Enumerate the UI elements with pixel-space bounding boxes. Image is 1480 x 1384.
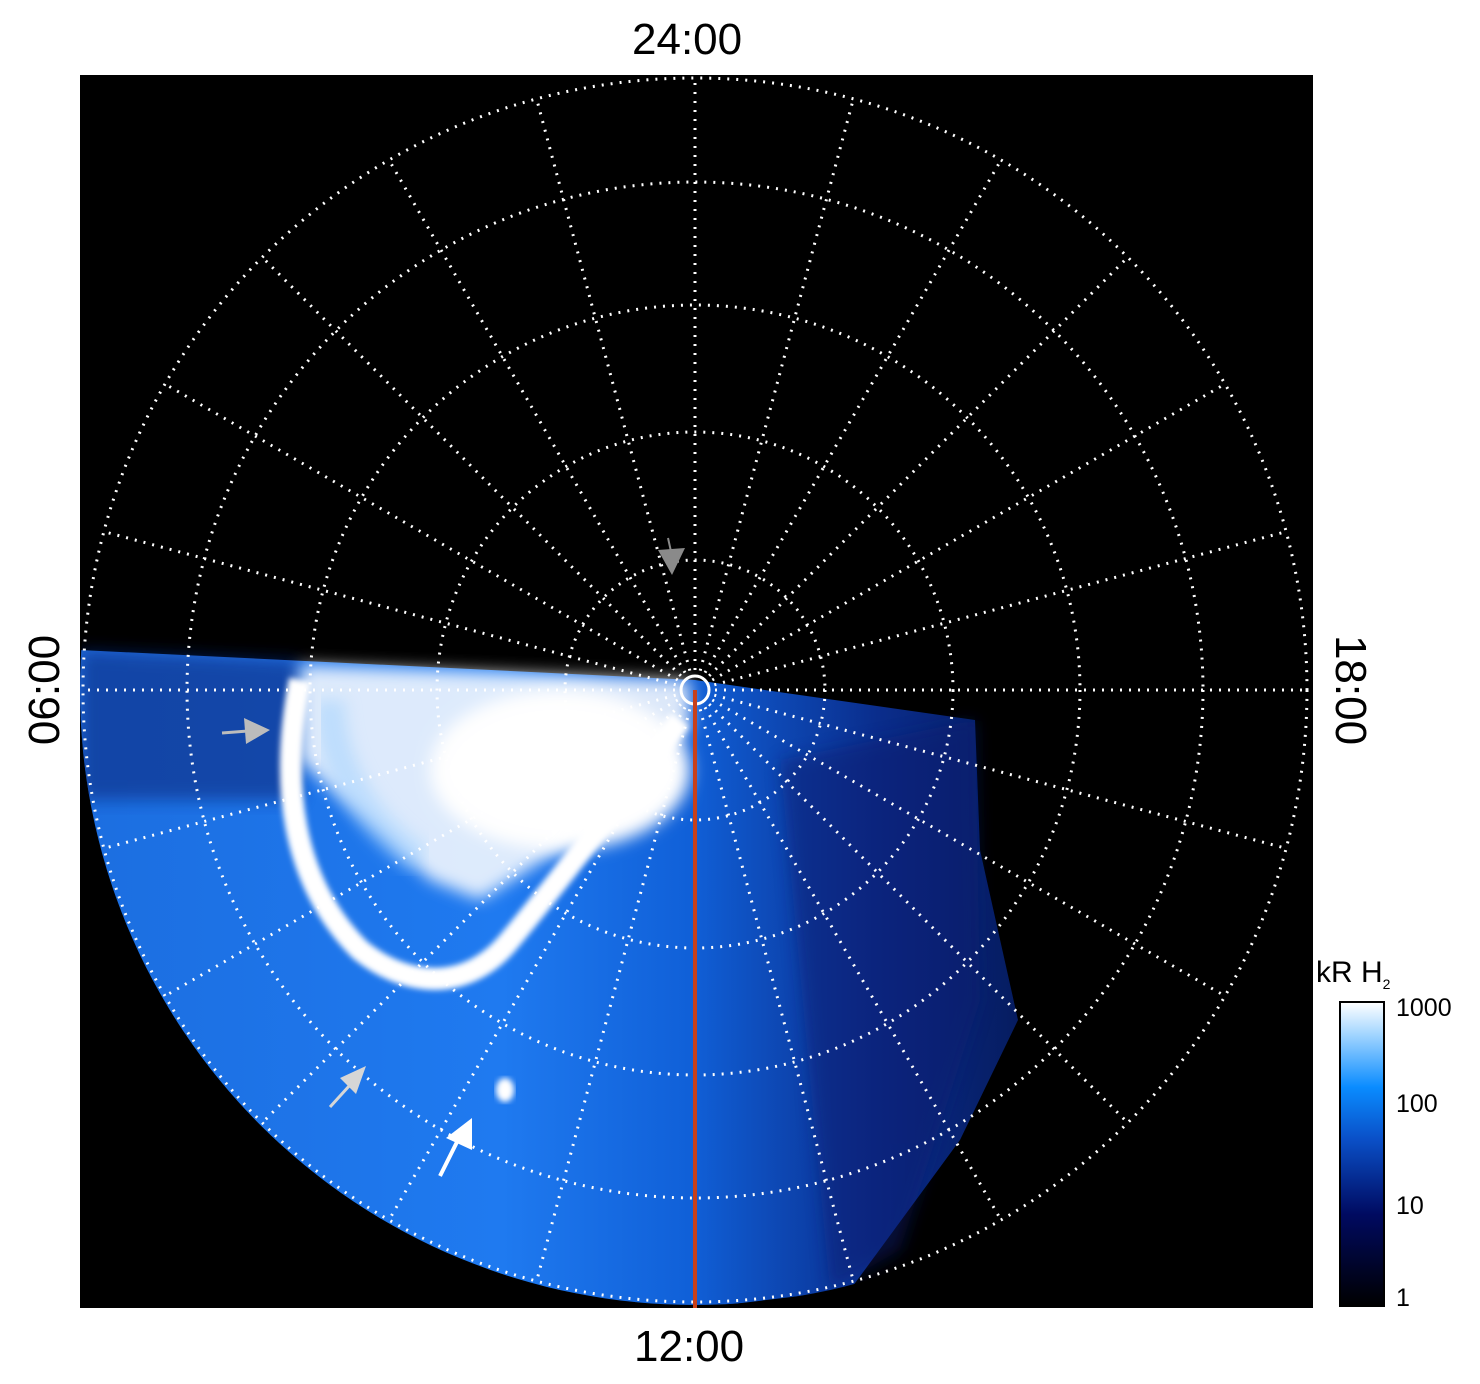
colorbar-tick: 10 (1396, 1192, 1424, 1220)
colorbar-unit-subscript: 2 (1382, 976, 1391, 992)
colorbar-title: kR H2 (1316, 956, 1390, 992)
colorbar (1339, 1001, 1385, 1307)
arrow-icon (438, 1118, 472, 1177)
arrow-icon (221, 718, 270, 744)
colorbar-tick: 100 (1396, 1090, 1438, 1118)
local-time-label-noon: 12:00 (634, 1322, 745, 1371)
local-time-label-dusk: 18:00 (1326, 634, 1375, 746)
latitude-circle (81, 76, 1309, 1304)
colorbar-unit: kR H (1316, 956, 1383, 989)
colorbar-tick: 1000 (1396, 994, 1452, 1022)
arrow-icon (328, 1066, 366, 1109)
colorbar-tick: 1 (1396, 1284, 1410, 1312)
arrow-icon (658, 537, 685, 575)
auroral-emission-image (80, 650, 1018, 1305)
local-time-label-midnight: 24:00 (632, 15, 743, 64)
local-time-label-dawn: 06:00 (20, 634, 69, 746)
